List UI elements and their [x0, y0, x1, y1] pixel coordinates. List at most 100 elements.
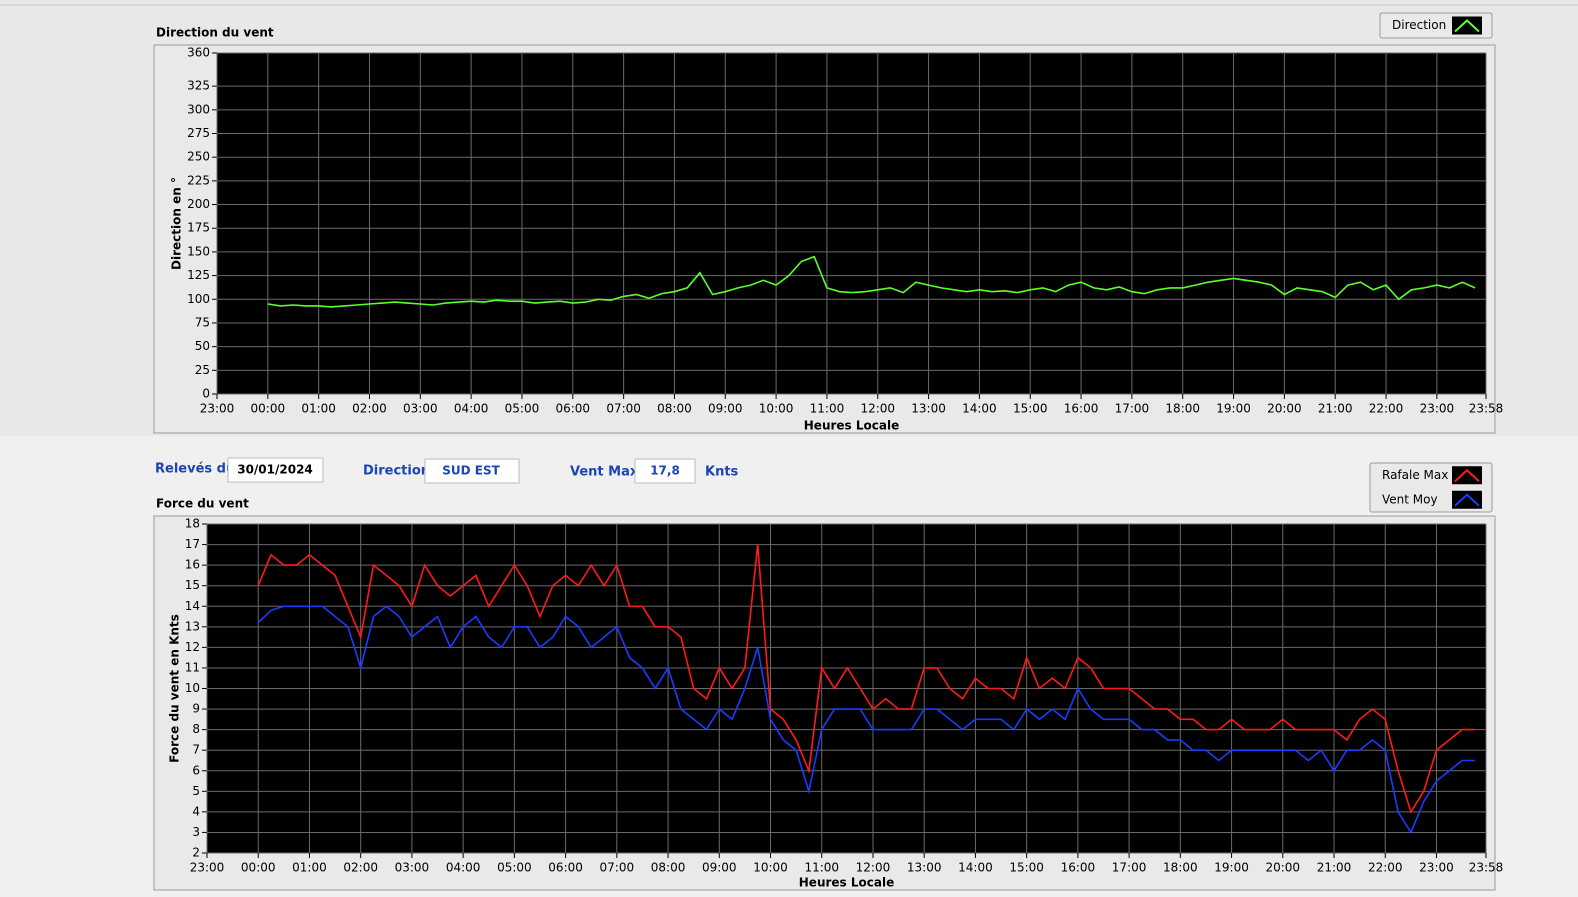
x-tick-label: 19:00 [1214, 861, 1249, 875]
x-tick-label: 04:00 [446, 861, 481, 875]
y-axis-label: Force du vent en Knts [168, 614, 182, 763]
y-tick-label: 7 [192, 743, 200, 757]
direction-field[interactable] [424, 458, 520, 484]
y-tick-label: 13 [185, 619, 200, 633]
date-field[interactable] [227, 457, 324, 483]
x-tick-label: 22:00 [1368, 861, 1403, 875]
y-tick-label: 25 [195, 363, 210, 377]
x-tick-label: 20:00 [1265, 861, 1300, 875]
x-tick-label: 11:00 [804, 861, 839, 875]
x-tick-label: 06:00 [548, 861, 583, 875]
plot-area [217, 53, 1486, 394]
x-tick-label: 00:00 [251, 402, 286, 416]
y-tick-label: 300 [187, 102, 210, 116]
x-axis-label: Heures Locale [804, 419, 899, 433]
direction-label: Direction [363, 464, 430, 479]
x-tick-label: 05:00 [497, 861, 532, 875]
x-tick-label: 03:00 [403, 402, 438, 416]
legend-swatch-line [1454, 493, 1480, 507]
x-tick-label: 08:00 [657, 402, 692, 416]
x-tick-label: 13:00 [911, 402, 946, 416]
x-tick-label: 23:00 [1420, 402, 1455, 416]
x-tick-label: 16:00 [1064, 402, 1099, 416]
chart-title: Force du vent [156, 497, 249, 511]
y-tick-label: 150 [187, 244, 210, 258]
legend-swatch-line [1454, 468, 1480, 482]
x-tick-label: 17:00 [1112, 861, 1147, 875]
x-tick-label: 23:00 [200, 402, 235, 416]
x-tick-label: 18:00 [1165, 402, 1200, 416]
y-tick-label: 11 [185, 660, 200, 674]
x-tick-label: 11:00 [810, 402, 845, 416]
x-tick-label: 23:00 [1419, 861, 1454, 875]
x-tick-label: 08:00 [651, 861, 686, 875]
x-tick-label: 07:00 [600, 861, 635, 875]
x-tick-label: 23:58 [1469, 861, 1504, 875]
max-label: Vent Max [570, 465, 639, 480]
data-line [257, 605, 1475, 835]
data-line [267, 255, 1476, 308]
x-tick-label: 13:00 [907, 861, 942, 875]
y-tick-label: 100 [187, 292, 210, 306]
y-tick-label: 225 [187, 173, 210, 187]
x-tick-label: 10:00 [759, 402, 794, 416]
x-tick-label: 09:00 [708, 402, 743, 416]
y-tick-label: 12 [185, 640, 200, 654]
direction-value: SUD EST [442, 464, 500, 478]
y-tick-label: 3 [192, 825, 200, 839]
y-tick-label: 6 [192, 763, 200, 777]
x-tick-label: 20:00 [1267, 402, 1302, 416]
legend-label: Vent Moy [1382, 492, 1438, 506]
legend-label: Direction [1392, 18, 1446, 32]
x-tick-label: 16:00 [1061, 861, 1096, 875]
x-tick-label: 07:00 [606, 402, 641, 416]
x-tick-label: 01:00 [292, 861, 327, 875]
y-tick-label: 9 [192, 702, 200, 716]
x-tick-label: 23:00 [190, 861, 225, 875]
y-tick-label: 200 [187, 197, 210, 211]
y-tick-label: 14 [185, 599, 200, 613]
x-tick-label: 19:00 [1216, 402, 1251, 416]
legend-label: Rafale Max [1382, 468, 1448, 482]
x-tick-label: 10:00 [753, 861, 788, 875]
x-tick-label: 21:00 [1317, 861, 1352, 875]
y-tick-label: 17 [185, 537, 200, 551]
max-field[interactable] [634, 458, 696, 484]
unit-label: Knts [705, 465, 739, 480]
y-tick-label: 50 [195, 339, 210, 353]
y-tick-label: 5 [192, 784, 200, 798]
y-tick-label: 360 [187, 46, 210, 60]
x-axis-label: Heures Locale [799, 876, 894, 890]
legend-swatch [1452, 490, 1482, 509]
legend-swatch [1452, 16, 1482, 35]
x-tick-label: 14:00 [958, 861, 993, 875]
date-label: Relevés du [155, 462, 235, 477]
data-line [257, 544, 1475, 814]
x-tick-label: 00:00 [241, 861, 276, 875]
y-tick-label: 125 [187, 268, 210, 282]
x-tick-label: 23:58 [1469, 402, 1504, 416]
x-tick-label: 02:00 [343, 861, 378, 875]
x-tick-label: 14:00 [962, 402, 997, 416]
y-tick-label: 250 [187, 150, 210, 164]
x-tick-label: 04:00 [454, 402, 489, 416]
x-tick-label: 22:00 [1369, 402, 1404, 416]
y-tick-label: 4 [192, 804, 200, 818]
date-value: 30/01/2024 [237, 463, 313, 477]
x-tick-label: 02:00 [352, 402, 387, 416]
x-tick-label: 09:00 [702, 861, 737, 875]
x-tick-label: 15:00 [1009, 861, 1044, 875]
y-tick-label: 325 [187, 79, 210, 93]
legend-swatch-line [1454, 19, 1480, 33]
y-tick-label: 16 [185, 558, 200, 572]
x-tick-label: 21:00 [1318, 402, 1353, 416]
legend-swatch [1452, 466, 1482, 485]
x-tick-label: 01:00 [301, 402, 336, 416]
y-tick-label: 18 [185, 517, 200, 531]
y-tick-label: 0 [202, 387, 210, 401]
y-tick-label: 10 [185, 681, 200, 695]
y-tick-label: 275 [187, 126, 210, 140]
x-tick-label: 03:00 [395, 861, 430, 875]
